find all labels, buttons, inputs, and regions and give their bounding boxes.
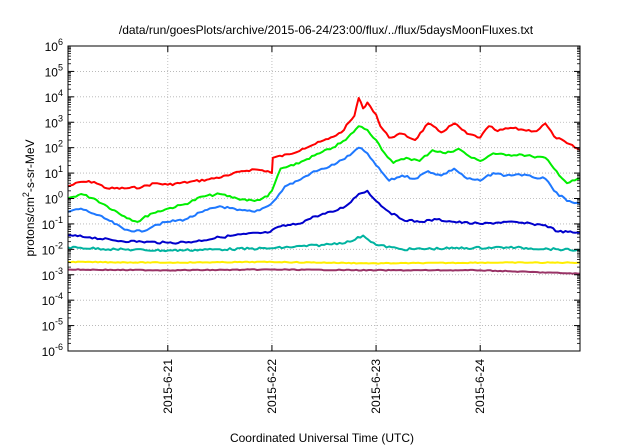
y-tick-label-exponent: 4 [58, 88, 63, 98]
y-tick-label: 10-2 [42, 240, 63, 257]
y-tick-label: 105 [45, 62, 63, 79]
series-line-5 [67, 234, 581, 253]
y-tick-label: 10-5 [42, 317, 63, 334]
y-tick-label: 10-4 [42, 291, 63, 308]
x-axis-label: Coordinated Universal Time (UTC) [230, 431, 414, 445]
y-tick-label-exponent: -5 [55, 317, 63, 327]
x-tick-label: 2015-6-21 [161, 359, 175, 414]
grid [68, 46, 580, 351]
y-tick-label: 100 [45, 190, 63, 207]
y-tick-label-base: 10 [45, 193, 59, 207]
y-tick-label-exponent: 5 [58, 62, 63, 72]
y-tick-label-base: 10 [45, 40, 59, 54]
y-tick-label-base: 10 [45, 142, 59, 156]
y-axis-label: protons/cm2-s-sr-MeV [21, 139, 37, 256]
series-line-7 [68, 268, 581, 275]
y-tick-label-exponent: 0 [58, 190, 63, 200]
y-tick-label: 104 [45, 88, 63, 105]
y-tick-label-exponent: -3 [55, 266, 63, 276]
x-tick-label: 2015-6-24 [473, 359, 487, 414]
y-tick-label-base: 10 [42, 294, 56, 308]
series-line-2 [67, 125, 581, 223]
y-tick-label-exponent: -2 [55, 240, 63, 250]
y-tick-label-exponent: 3 [58, 113, 63, 123]
y-tick-label-base: 10 [45, 91, 59, 105]
y-tick-label-base: 10 [45, 65, 59, 79]
y-tick-label: 10-6 [42, 342, 63, 359]
y-tick-label-base: 10 [45, 116, 59, 130]
y-tick-label-exponent: -1 [55, 215, 63, 225]
y-tick-label-exponent: 6 [58, 37, 63, 47]
x-tick-label: 2015-6-22 [265, 359, 279, 414]
y-tick-label-exponent: 2 [58, 139, 63, 149]
y-tick-label-base: 10 [45, 167, 59, 181]
y-tick-label-exponent: 1 [58, 164, 63, 174]
y-tick-label-exponent: -6 [55, 342, 63, 352]
series-line-4 [67, 189, 581, 245]
y-tick-label: 101 [45, 164, 63, 181]
y-tick-label: 106 [45, 37, 63, 54]
series-line-1 [67, 97, 581, 190]
y-tick-label-base: 10 [42, 269, 56, 283]
axis-ticks: 10-610-510-410-310-210-11001011021031041… [42, 37, 580, 414]
y-tick-label: 10-1 [42, 215, 63, 232]
y-tick-label: 103 [45, 113, 63, 130]
series-line-3 [67, 146, 581, 233]
y-tick-label-base: 10 [42, 218, 56, 232]
series-layer [67, 97, 581, 275]
y-tick-label-base: 10 [42, 345, 56, 359]
series-line-6 [67, 260, 581, 265]
y-tick-label-exponent: -4 [55, 291, 63, 301]
x-tick-label: 2015-6-23 [369, 359, 383, 414]
chart-title: /data/run/goesPlots/archive/2015-06-24/2… [119, 23, 534, 37]
y-tick-label-base: 10 [42, 243, 56, 257]
y-tick-label: 102 [45, 139, 63, 156]
y-tick-label: 10-3 [42, 266, 63, 283]
y-tick-label-base: 10 [42, 320, 56, 334]
